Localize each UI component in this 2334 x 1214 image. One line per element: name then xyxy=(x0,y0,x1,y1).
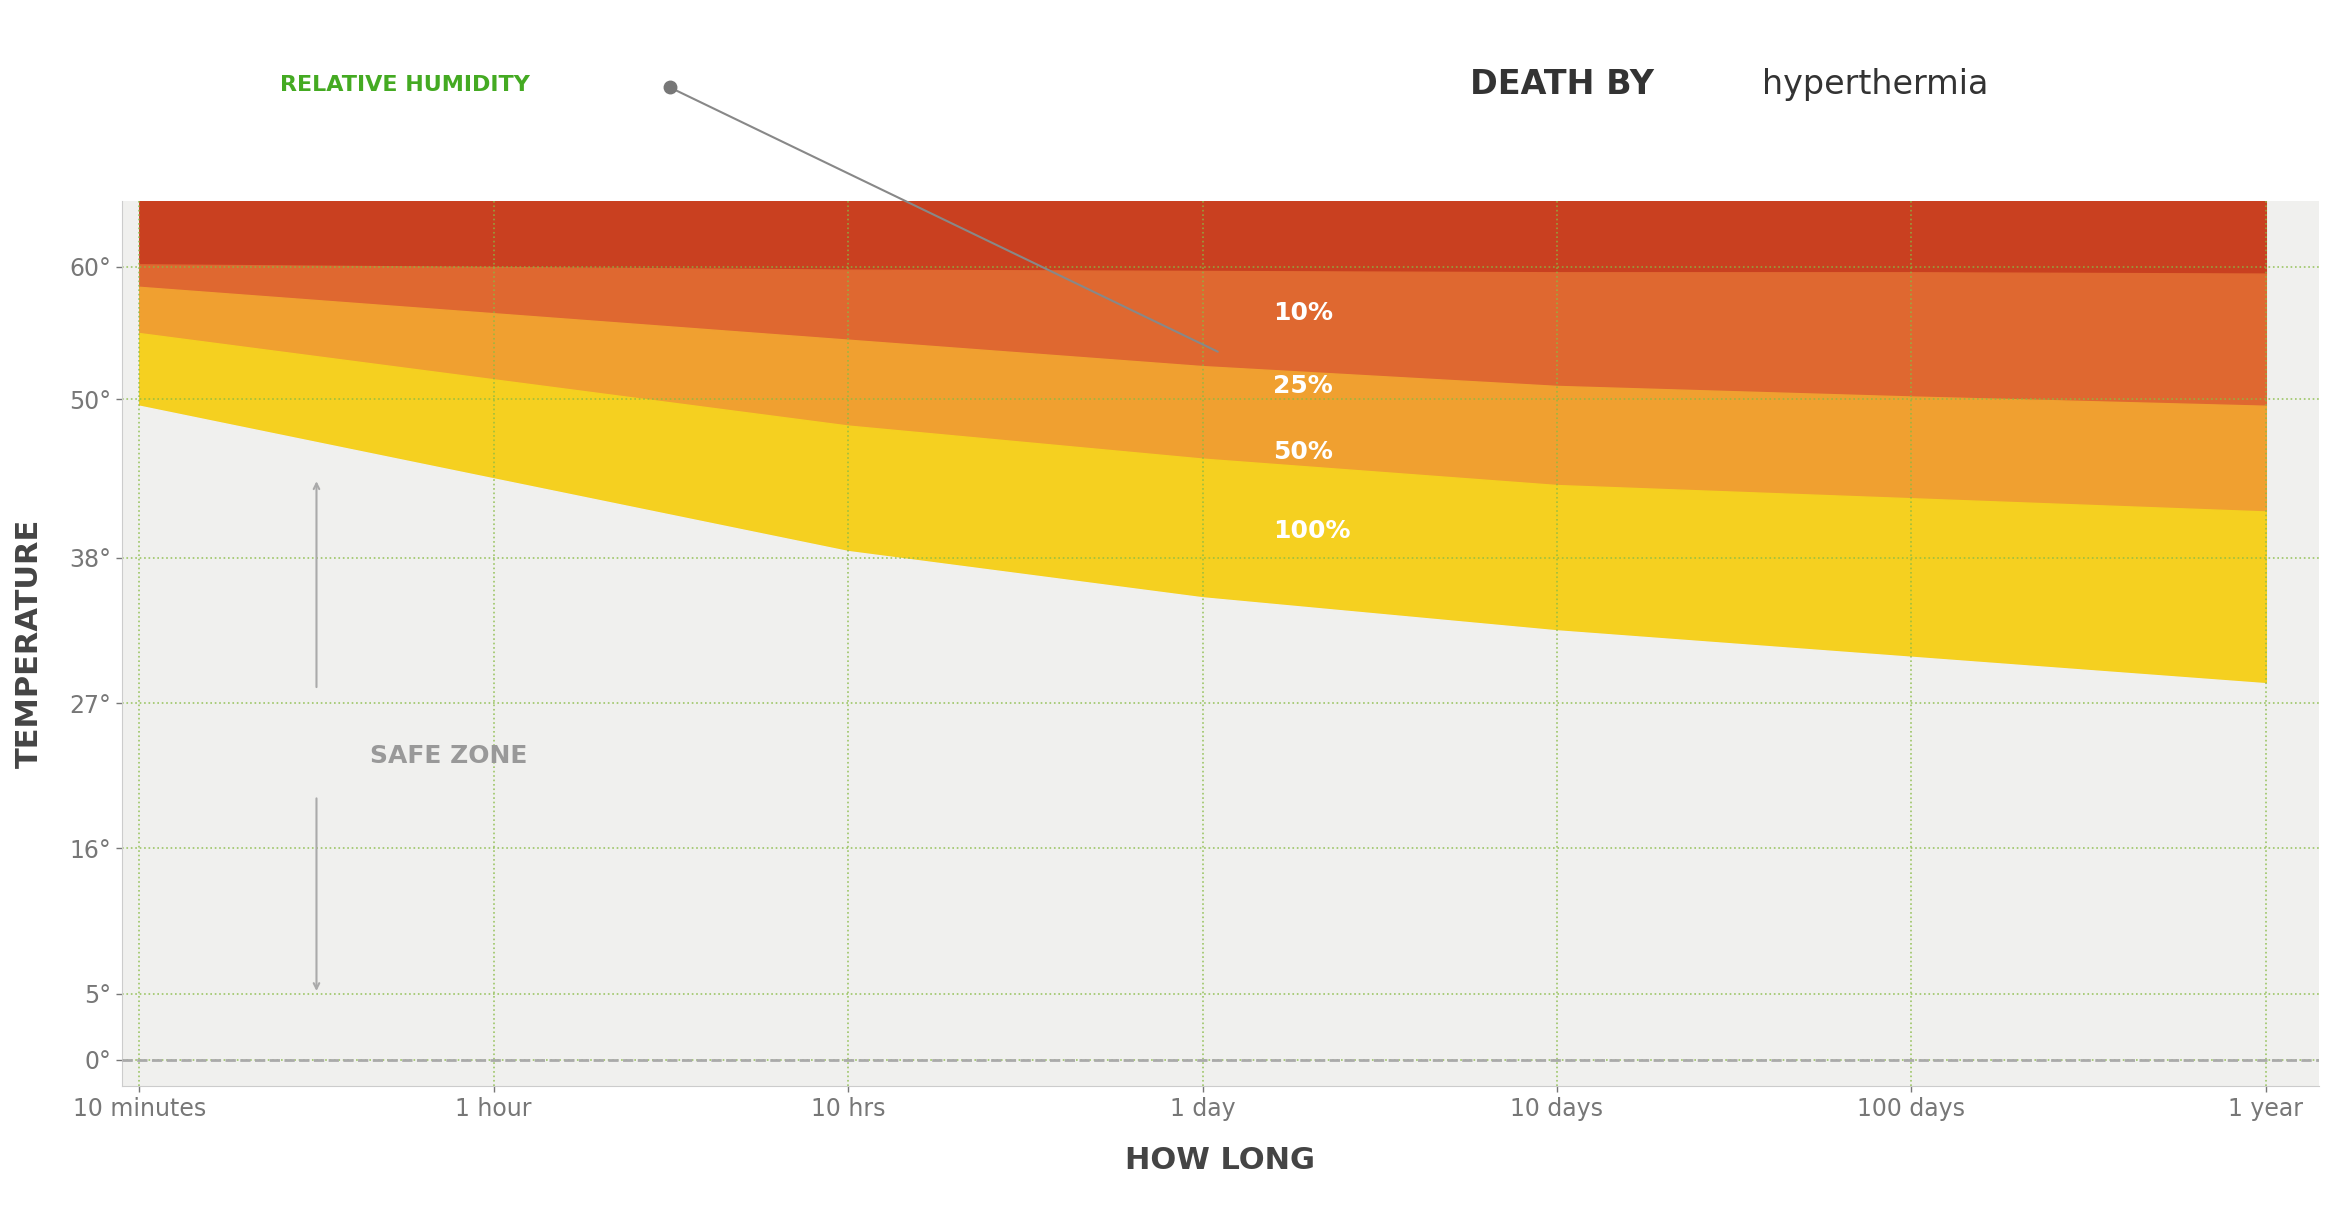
Text: 100%: 100% xyxy=(1274,520,1351,544)
Text: hyperthermia: hyperthermia xyxy=(1762,68,1989,102)
Text: DEATH BY: DEATH BY xyxy=(1470,68,1666,102)
Text: RELATIVE HUMIDITY: RELATIVE HUMIDITY xyxy=(280,75,530,95)
Text: 25%: 25% xyxy=(1274,374,1333,398)
Text: 10%: 10% xyxy=(1274,301,1333,325)
Y-axis label: TEMPERATURE: TEMPERATURE xyxy=(14,520,44,768)
Text: 50%: 50% xyxy=(1274,439,1333,464)
X-axis label: HOW LONG: HOW LONG xyxy=(1125,1146,1316,1175)
Text: SAFE ZONE: SAFE ZONE xyxy=(369,744,527,768)
